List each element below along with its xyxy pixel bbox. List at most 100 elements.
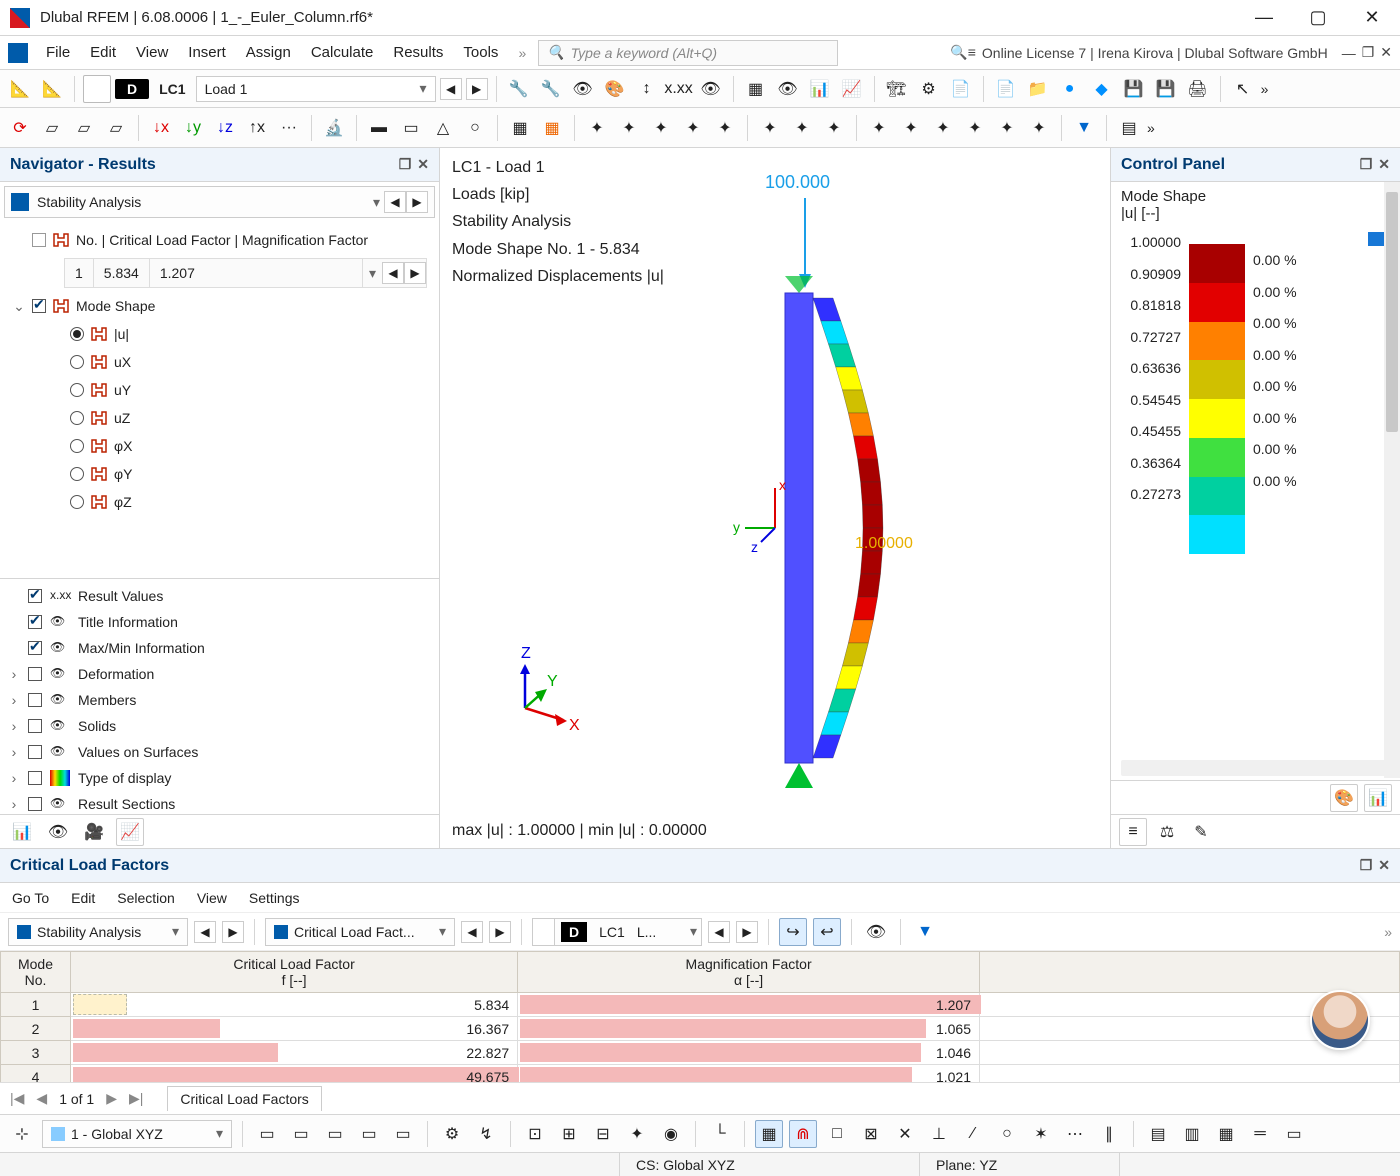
bt-snap-perp-icon[interactable]: ⊥ (925, 1120, 953, 1148)
bt-snap-1-icon[interactable]: ⊡ (521, 1120, 549, 1148)
menu-overflow-icon[interactable]: » (518, 45, 526, 61)
option-row[interactable]: › 👁 Result Sections (8, 791, 431, 814)
expand-icon[interactable]: › (8, 744, 20, 760)
load-case-combo[interactable]: Load 1 ▾ (196, 76, 436, 102)
support-icon[interactable]: △ (429, 114, 457, 142)
bt-g3-icon[interactable]: ▦ (1212, 1120, 1240, 1148)
tb-icon-9[interactable]: 📊 (806, 75, 834, 103)
tb-new-icon[interactable]: 📄 (992, 75, 1020, 103)
minimize-button[interactable]: — (1246, 7, 1282, 28)
component-row[interactable]: φZ (8, 488, 431, 516)
option-checkbox[interactable] (28, 771, 42, 785)
menu-assign[interactable]: Assign (238, 41, 299, 64)
refresh-view-icon[interactable]: ⟳ (6, 114, 34, 142)
clf-row[interactable]: 3 22.827 1.046 (1, 1041, 1400, 1065)
work-plane-icon[interactable]: 📐 (6, 75, 34, 103)
render-1-icon[interactable]: ▬ (365, 114, 393, 142)
clf-lc-next-button[interactable]: ▶ (736, 921, 758, 943)
menu-file[interactable]: File (38, 41, 78, 64)
maximize-button[interactable]: ▢ (1300, 7, 1336, 28)
tb-icon-13[interactable]: 📄 (947, 75, 975, 103)
bt-4-icon[interactable]: ▭ (355, 1120, 383, 1148)
menu-tools[interactable]: Tools (455, 41, 506, 64)
option-checkbox[interactable] (28, 693, 42, 707)
option-row[interactable]: 👁 Title Information (8, 609, 431, 635)
bt-snap-grid-icon[interactable]: ▦ (755, 1120, 783, 1148)
axis-z-icon[interactable]: ↓z (211, 114, 239, 142)
load-4-icon[interactable]: ✦ (679, 114, 707, 142)
component-radio[interactable] (70, 355, 84, 369)
global-search-input[interactable]: 🔍 Type a keyword (Alt+Q) (538, 40, 838, 66)
menu-edit[interactable]: Edit (82, 41, 124, 64)
analysis-prev-button[interactable]: ◀ (384, 191, 406, 213)
component-row[interactable]: uZ (8, 404, 431, 432)
cp-vscrollbar[interactable] (1384, 182, 1400, 778)
bt-snap-5-icon[interactable]: ◉ (657, 1120, 685, 1148)
option-checkbox[interactable] (28, 615, 42, 629)
component-row[interactable]: φX (8, 432, 431, 460)
bt-g4-icon[interactable]: ═ (1246, 1120, 1274, 1148)
bt-7-icon[interactable]: ↯ (472, 1120, 500, 1148)
option-checkbox[interactable] (28, 641, 42, 655)
expand-icon[interactable]: › (8, 796, 20, 812)
tb-overflow-icon[interactable]: » (1261, 81, 1269, 97)
clf-lc-combo[interactable]: D LC1 L... ▾ (532, 918, 702, 946)
cp-hscrollbar[interactable] (1121, 760, 1390, 776)
pager-next-button[interactable]: ▶ (106, 1090, 117, 1107)
menu-calculate[interactable]: Calculate (303, 41, 382, 64)
option-row[interactable]: › 👁 Solids (8, 713, 431, 739)
view-x-icon[interactable]: ▱ (70, 114, 98, 142)
load-5-icon[interactable]: ✦ (711, 114, 739, 142)
axis-y-icon[interactable]: ↓y (179, 114, 207, 142)
cp-pop-button[interactable]: ❐ (1360, 156, 1373, 173)
bt-snap-int-icon[interactable]: ✕ (891, 1120, 919, 1148)
tb2-overflow-icon[interactable]: » (1147, 120, 1155, 136)
component-radio[interactable] (70, 327, 84, 341)
bt-s6-icon[interactable]: └ (706, 1120, 734, 1148)
hinge-icon[interactable]: ○ (461, 114, 489, 142)
load-12-icon[interactable]: ✦ (961, 114, 989, 142)
bt-1-icon[interactable]: ▭ (253, 1120, 281, 1148)
load-3-icon[interactable]: ✦ (647, 114, 675, 142)
tb-icon-6[interactable]: x.xx (665, 75, 693, 103)
menu-results[interactable]: Results (385, 41, 451, 64)
microscope-icon[interactable]: 🔬 (320, 114, 348, 142)
load-10-icon[interactable]: ✦ (897, 114, 925, 142)
mdi-close-button[interactable]: ✕ (1380, 44, 1392, 61)
bt-snap-par-icon[interactable]: ∥ (1095, 1120, 1123, 1148)
bt-snap-2-icon[interactable]: ⊞ (555, 1120, 583, 1148)
tb-icon-5[interactable]: ↕ (633, 75, 661, 103)
clf-menu-settings[interactable]: Settings (249, 890, 300, 906)
clf-link-1-icon[interactable]: ↪ (779, 918, 807, 946)
clf-close-button[interactable]: ✕ (1378, 857, 1390, 874)
load-8-icon[interactable]: ✦ (820, 114, 848, 142)
bt-g1-icon[interactable]: ▤ (1144, 1120, 1172, 1148)
option-checkbox[interactable] (28, 589, 42, 603)
pager-prev-button[interactable]: ◀ (36, 1090, 47, 1107)
nav-tab-views-icon[interactable]: 🎥 (80, 818, 108, 846)
clf-r-prev-button[interactable]: ◀ (461, 921, 483, 943)
bt-snap-end-icon[interactable]: □ (823, 1120, 851, 1148)
load-7-icon[interactable]: ✦ (788, 114, 816, 142)
option-row[interactable]: › 👁 Values on Surfaces (8, 739, 431, 765)
mesh-icon[interactable]: ▦ (506, 114, 534, 142)
load-2-icon[interactable]: ✦ (615, 114, 643, 142)
cp-tool-2-icon[interactable]: 📊 (1364, 784, 1392, 812)
clf-menu-goto[interactable]: Go To (12, 890, 49, 906)
component-radio[interactable] (70, 467, 84, 481)
clf-overflow-icon[interactable]: » (1384, 924, 1392, 940)
bt-snap-magnet-icon[interactable]: ⋒ (789, 1120, 817, 1148)
filter-icon[interactable]: ▼ (1070, 114, 1098, 142)
mode-shape-collapse-icon[interactable]: ⌄ (12, 298, 26, 315)
axis-x-icon[interactable]: ↓x (147, 114, 175, 142)
bt-g2-icon[interactable]: ▥ (1178, 1120, 1206, 1148)
option-row[interactable]: › 👁 Deformation (8, 661, 431, 687)
viewport-3d[interactable]: LC1 - Load 1Loads [kip]Stability Analysi… (440, 148, 1110, 848)
bt-3-icon[interactable]: ▭ (321, 1120, 349, 1148)
component-row[interactable]: φY (8, 460, 431, 488)
clf-result-combo[interactable]: Critical Load Fact... ▾ (265, 918, 455, 946)
navigator-close-button[interactable]: ✕ (417, 156, 429, 173)
cs-icon[interactable]: ⊹ (8, 1120, 36, 1148)
option-row[interactable]: 👁 Max/Min Information (8, 635, 431, 661)
clf-row[interactable]: 4 49.675 1.021 (1, 1065, 1400, 1083)
